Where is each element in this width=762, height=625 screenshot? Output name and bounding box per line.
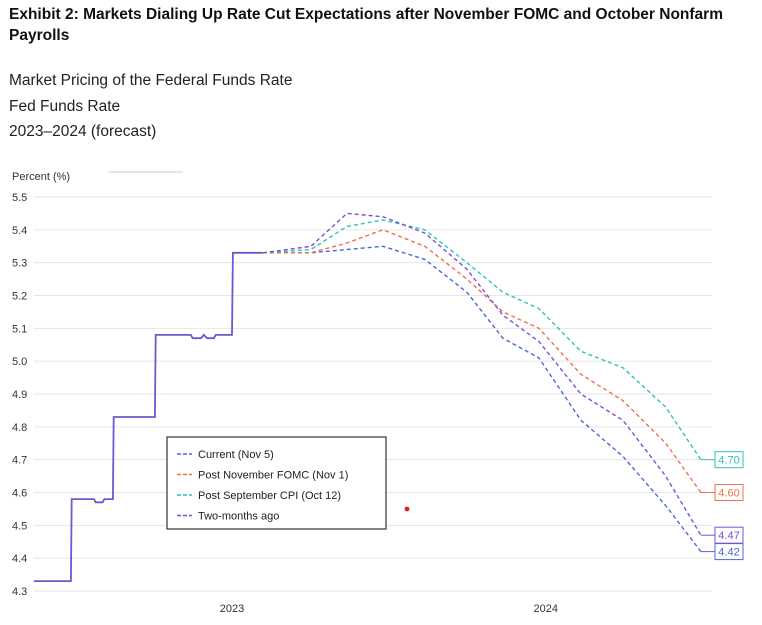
end-label: 4.42 [718, 547, 739, 559]
legend-entry: Two-months ago [198, 511, 279, 523]
y-tick-label: 4.5 [12, 520, 27, 532]
y-tick-label: 5.0 [12, 356, 27, 368]
y-tick-label: 4.7 [12, 455, 27, 467]
series-lines [34, 212, 702, 583]
legend: Current (Nov 5) Post November FOMC (Nov 1… [166, 436, 387, 530]
end-label-box [714, 451, 744, 469]
end-label-box [714, 484, 744, 501]
grid [34, 196, 712, 592]
x-tick-labels: 2023 2024 [220, 603, 558, 615]
end-label-box [714, 526, 744, 544]
annotation-dot [404, 506, 410, 512]
y-tick-label: 4.6 [12, 488, 27, 500]
y-tick-label: 4.3 [12, 586, 27, 598]
y-tick-label: 4.4 [12, 553, 27, 565]
y-tick-labels: 4.3 4.4 4.5 4.6 4.7 4.8 4.9 5.0 5.1 5.2 5.3 5.4 5.5 [12, 192, 27, 598]
y-axis-label: Percent (%) [12, 171, 70, 183]
series-line [262, 219, 702, 461]
y-tick-label: 5.4 [12, 225, 27, 237]
y-tick-label: 5.2 [12, 291, 27, 303]
chart-subtitle-3: 2023–2024 (forecast) [9, 123, 157, 140]
legend-entry: Post September CPI (Oct 12) [198, 490, 341, 502]
series-line [262, 229, 702, 493]
legend-entry: Current (Nov 5) [198, 449, 274, 461]
chart-subtitle-1: Market Pricing of the Federal Funds Rate [9, 72, 293, 89]
series-line [262, 245, 702, 553]
y-tick-label: 4.9 [12, 389, 27, 401]
y-tick-label: 5.1 [12, 323, 27, 335]
legend-box [166, 436, 387, 530]
fed-funds-chart: Percent (%) 4.3 4.4 4.5 4.6 4.7 4.8 4.9 5.0 5.1 5… [12, 171, 744, 615]
y-tick-label: 4.8 [12, 422, 27, 434]
end-labels: 4.42 4.60 4.70 4.47 [700, 451, 744, 561]
legend-entry: Post November FOMC (Nov 1) [198, 470, 348, 482]
y-tick-label: 5.5 [12, 192, 27, 204]
series-line [262, 212, 702, 536]
x-tick-label: 2023 [220, 603, 244, 615]
x-tick-label: 2024 [533, 603, 557, 615]
end-label: 4.47 [718, 530, 739, 542]
y-tick-label: 5.3 [12, 258, 27, 270]
history-line [34, 251, 263, 583]
end-label: 4.70 [718, 455, 739, 467]
end-label: 4.60 [718, 488, 739, 500]
exhibit-title: Exhibit 2: Markets Dialing Up Rate Cut E… [9, 6, 723, 44]
chart-subtitle-2: Fed Funds Rate [9, 98, 121, 115]
